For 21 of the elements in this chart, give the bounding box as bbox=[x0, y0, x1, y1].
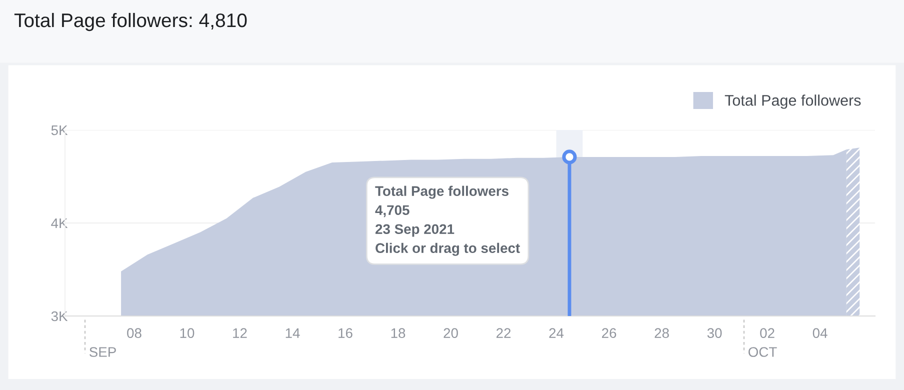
x-tick-label: 02 bbox=[760, 328, 774, 338]
x-tick-label: 20 bbox=[444, 328, 458, 338]
y-tick-label: 3K bbox=[51, 311, 68, 322]
legend-label: Total Page followers bbox=[724, 94, 861, 109]
y-tick-label: 5K bbox=[51, 125, 68, 136]
x-tick-label: 18 bbox=[391, 328, 406, 338]
x-tick-label: 28 bbox=[654, 328, 669, 338]
x-tick-label: 24 bbox=[549, 328, 564, 338]
x-tick-label: 14 bbox=[286, 328, 300, 338]
annotation: Total Page followers 4,705 23 Sep 2021 Click or drag to select bbox=[375, 186, 520, 256]
x-tick-label: 26 bbox=[602, 328, 616, 338]
text: OCT bbox=[748, 347, 777, 357]
x-tick-label: 08 bbox=[127, 328, 142, 338]
chart-title: Total Page followers: 4,810 bbox=[14, 12, 247, 32]
text: SEP bbox=[89, 347, 116, 357]
x-tick-label: 04 bbox=[812, 328, 828, 338]
x-tick-label: 22 bbox=[496, 328, 511, 338]
x-tick-label: 12 bbox=[233, 328, 247, 338]
x-tick-label: 30 bbox=[707, 328, 722, 338]
x-tick-label: 16 bbox=[338, 328, 352, 338]
x-tick-label: 10 bbox=[180, 328, 194, 338]
